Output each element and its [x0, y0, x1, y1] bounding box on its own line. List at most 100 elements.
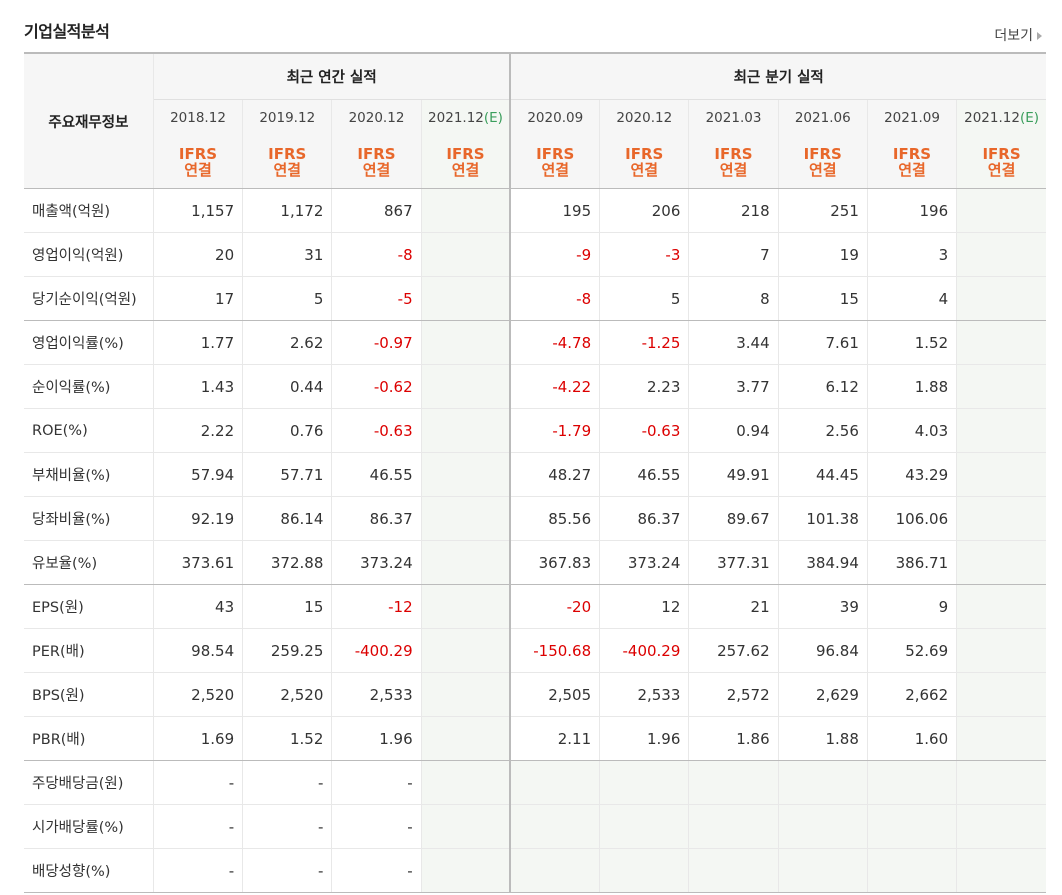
- table-cell: [420, 628, 511, 673]
- table-cell: [956, 628, 1046, 673]
- ifrs-label: IFRS: [268, 144, 307, 163]
- consolidated-label: 연결: [362, 161, 391, 179]
- row-label: EPS(원): [24, 584, 154, 629]
- table-cell: 0.44: [242, 364, 332, 409]
- table-cell: [420, 408, 511, 453]
- consolidated-label: 연결: [273, 161, 302, 179]
- table-row: 당기순이익(억원) 17 5 -5 -8 5 8 15 4: [24, 276, 1046, 321]
- table-cell: [509, 848, 600, 893]
- table-cell: 251: [777, 188, 868, 233]
- period-label: 2021.09: [884, 110, 940, 126]
- ifrs-badge: IFRS 연결: [152, 136, 243, 189]
- table-cell: -12: [331, 584, 422, 629]
- table-cell: 867: [331, 188, 422, 233]
- table-cell: 96.84: [777, 628, 868, 673]
- table-cell: -: [331, 804, 422, 849]
- table-cell: [420, 276, 511, 321]
- section-title: 기업실적분석: [24, 22, 110, 41]
- table-cell: 1.77: [152, 320, 243, 365]
- table-cell: [777, 804, 868, 849]
- table-cell: -4.78: [509, 320, 600, 365]
- table-row: 영업이익(억원) 20 31 -8 -9 -3 7 19 3: [24, 232, 1046, 277]
- period-label: 2020.12: [348, 110, 405, 126]
- annual-header: 최근 연간 실적: [153, 52, 511, 100]
- table-cell: 5: [599, 276, 689, 321]
- table-cell: -: [242, 804, 332, 849]
- table-cell: 2.56: [777, 408, 868, 453]
- more-label: 더보기: [994, 28, 1033, 44]
- ifrs-badge: IFRS 연결: [420, 136, 511, 189]
- ifrs-label: IFRS: [982, 144, 1021, 163]
- table-cell: 17: [152, 276, 243, 321]
- period-header: 2018.12: [152, 99, 243, 136]
- table-cell: -: [331, 848, 422, 893]
- table-cell: 15: [777, 276, 868, 321]
- table-cell: 2,629: [777, 672, 868, 717]
- ifrs-badge: IFRS 연결: [331, 136, 422, 189]
- consolidated-label: 연결: [719, 161, 748, 179]
- table-cell: 4.03: [866, 408, 957, 453]
- table-cell: 195: [509, 188, 600, 233]
- table-cell: -150.68: [509, 628, 600, 673]
- table-cell: [420, 804, 511, 849]
- table-row: PER(배) 98.54 259.25 -400.29 -150.68 -400.29 25…: [24, 628, 1046, 673]
- table-cell: -1.25: [599, 320, 689, 365]
- table-cell: 373.61: [152, 540, 243, 585]
- table-row: 순이익률(%) 1.43 0.44 -0.62 -4.22 2.23 3.77 6.12 1.8…: [24, 364, 1046, 409]
- ifrs-label: IFRS: [714, 144, 753, 163]
- table-cell: 44.45: [777, 452, 868, 497]
- estimate-marker: (E): [1019, 110, 1040, 126]
- table-cell: 3: [866, 232, 957, 277]
- table-cell: -0.63: [331, 408, 422, 453]
- consolidated-label: 연결: [630, 161, 659, 179]
- period-header: 2020.12: [331, 99, 422, 136]
- period-label: 2020.09: [527, 110, 584, 126]
- table-cell: 0.76: [242, 408, 332, 453]
- table-cell: [599, 804, 689, 849]
- table-cell: 1,157: [152, 188, 243, 233]
- table-cell: 1.88: [777, 716, 868, 761]
- table-cell: 384.94: [777, 540, 868, 585]
- table-cell: 85.56: [509, 496, 600, 541]
- table-cell: [688, 760, 779, 805]
- table-cell: 196: [866, 188, 957, 233]
- table-cell: 20: [152, 232, 243, 277]
- table-cell: 2,572: [688, 672, 779, 717]
- table-cell: [866, 760, 957, 805]
- table-cell: -400.29: [331, 628, 422, 673]
- table-cell: [956, 716, 1046, 761]
- table-cell: 372.88: [242, 540, 332, 585]
- table-cell: [866, 804, 957, 849]
- table-cell: [956, 364, 1046, 409]
- table-cell: 57.94: [152, 452, 243, 497]
- table-cell: 19: [777, 232, 868, 277]
- table-cell: 206: [599, 188, 689, 233]
- table-cell: -5: [331, 276, 422, 321]
- ifrs-badge: IFRS 연결: [866, 136, 957, 189]
- table-cell: 367.83: [509, 540, 600, 585]
- row-label: 당좌비율(%): [24, 496, 154, 541]
- table-cell: 2,533: [331, 672, 422, 717]
- ifrs-label: IFRS: [892, 144, 932, 163]
- table-cell: 2.22: [152, 408, 243, 453]
- table-cell: [777, 760, 868, 805]
- table-row: EPS(원) 43 15 -12 -20 12 21 39 9: [24, 584, 1046, 629]
- table-cell: -: [331, 760, 422, 805]
- table-cell: -8: [331, 232, 422, 277]
- row-label: PER(배): [24, 628, 154, 673]
- table-cell: 1.52: [242, 716, 332, 761]
- consolidated-label: 연결: [898, 161, 926, 179]
- table-cell: 2,520: [152, 672, 243, 717]
- table-cell: -: [152, 848, 243, 893]
- table-row: 주당배당금(원) - - -: [24, 760, 1046, 805]
- table-cell: [956, 320, 1046, 365]
- table-cell: [420, 496, 511, 541]
- table-cell: 1.52: [866, 320, 957, 365]
- table-cell: -: [242, 848, 332, 893]
- table-cell: 2,533: [599, 672, 689, 717]
- quarter-header: 최근 분기 실적: [509, 52, 1046, 100]
- financial-table: 주요재무정보 최근 연간 실적 최근 분기 실적 2018.12 2019.12 2…: [24, 52, 1046, 893]
- period-header: 2020.12: [599, 99, 689, 136]
- row-label: 시가배당률(%): [24, 804, 154, 849]
- more-link[interactable]: 더보기: [994, 25, 1042, 45]
